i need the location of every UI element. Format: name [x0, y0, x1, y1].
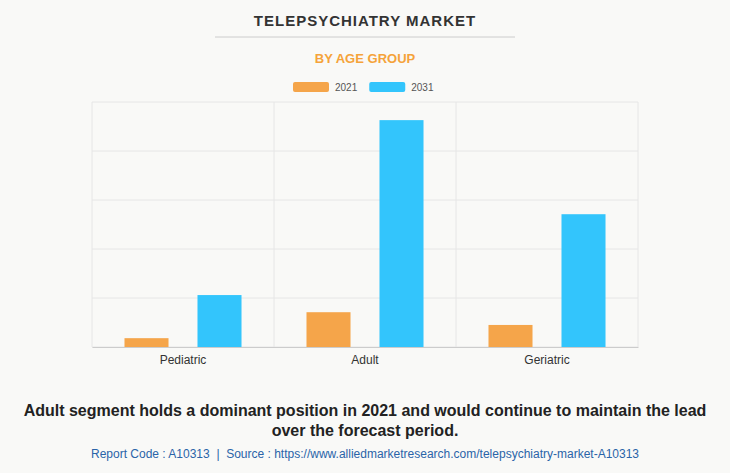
grid [92, 102, 638, 347]
bar [488, 325, 532, 347]
title-rule [215, 37, 515, 38]
background [0, 0, 730, 473]
x-axis: Pediatric Adult Geriatric [93, 347, 639, 367]
caption: Adult segment holds a dominant position … [24, 402, 707, 439]
x-tick: Pediatric [160, 347, 207, 367]
legend-swatch [369, 82, 405, 92]
legend-label: 2021 [335, 82, 358, 93]
x-axis-line [93, 347, 639, 348]
title: TELEPSYCHIATRY MARKET [254, 12, 476, 29]
legend-swatch [293, 82, 329, 92]
x-tick-label: Adult [351, 353, 379, 367]
grid-line [92, 249, 638, 250]
grid-line [92, 200, 638, 201]
legend: 2021 2031 [293, 82, 434, 93]
grid-line [92, 102, 638, 103]
bar [561, 214, 605, 347]
legend-label: 2031 [411, 82, 434, 93]
category-separator [638, 102, 639, 347]
category-separator [274, 102, 275, 347]
grid-line [92, 151, 638, 152]
chart: TELEPSYCHIATRY MARKET BY AGE GROUP 2021 203… [0, 0, 730, 473]
source: Report Code : A10313 | Source : https://… [91, 447, 639, 461]
bar [379, 120, 423, 347]
bars [124, 120, 605, 347]
x-tick: Geriatric [524, 347, 569, 367]
x-tick: Adult [351, 347, 379, 367]
bar [197, 295, 241, 347]
subtitle: BY AGE GROUP [315, 51, 416, 66]
grid-line [92, 298, 638, 299]
category-separator [456, 102, 457, 347]
bar [306, 312, 350, 347]
grid-line [92, 347, 638, 348]
x-tick-label: Pediatric [160, 353, 207, 367]
bar [124, 338, 168, 347]
x-tick-label: Geriatric [524, 353, 569, 367]
category-separator [92, 102, 93, 347]
